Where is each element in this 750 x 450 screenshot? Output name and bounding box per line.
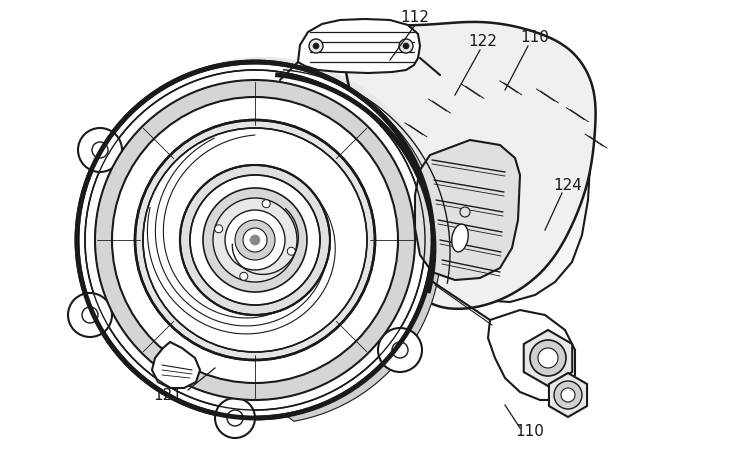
Polygon shape (488, 310, 575, 400)
Polygon shape (524, 330, 572, 386)
Circle shape (213, 198, 297, 282)
Polygon shape (350, 28, 590, 302)
Circle shape (68, 293, 112, 337)
Circle shape (77, 62, 433, 418)
Circle shape (203, 188, 307, 292)
Circle shape (378, 328, 422, 372)
Circle shape (214, 225, 223, 233)
Text: 110: 110 (515, 424, 544, 440)
Circle shape (243, 228, 267, 252)
Circle shape (250, 235, 260, 245)
Circle shape (262, 200, 270, 208)
Polygon shape (549, 373, 587, 417)
Circle shape (313, 43, 319, 49)
Circle shape (180, 165, 330, 315)
Circle shape (403, 43, 409, 49)
Text: 122: 122 (469, 35, 497, 50)
Circle shape (240, 272, 248, 280)
Circle shape (399, 39, 413, 53)
Circle shape (95, 80, 415, 400)
Circle shape (143, 128, 367, 352)
Text: 110: 110 (520, 31, 550, 45)
Circle shape (530, 340, 566, 376)
Circle shape (287, 247, 296, 255)
Polygon shape (152, 342, 200, 388)
Circle shape (561, 388, 575, 402)
Circle shape (309, 39, 323, 53)
Circle shape (135, 120, 375, 360)
Circle shape (190, 175, 320, 305)
Polygon shape (345, 22, 596, 309)
Polygon shape (415, 140, 520, 280)
Text: 124: 124 (554, 177, 583, 193)
Circle shape (78, 128, 122, 172)
Text: 112: 112 (400, 10, 430, 26)
Polygon shape (286, 73, 441, 421)
Circle shape (538, 348, 558, 368)
Text: 121: 121 (154, 387, 182, 402)
Circle shape (112, 97, 398, 383)
Polygon shape (298, 19, 420, 73)
Circle shape (554, 381, 582, 409)
Circle shape (215, 398, 255, 438)
Circle shape (85, 57, 441, 413)
Ellipse shape (452, 224, 468, 252)
Circle shape (235, 220, 275, 260)
Circle shape (225, 210, 285, 270)
Circle shape (460, 207, 470, 217)
